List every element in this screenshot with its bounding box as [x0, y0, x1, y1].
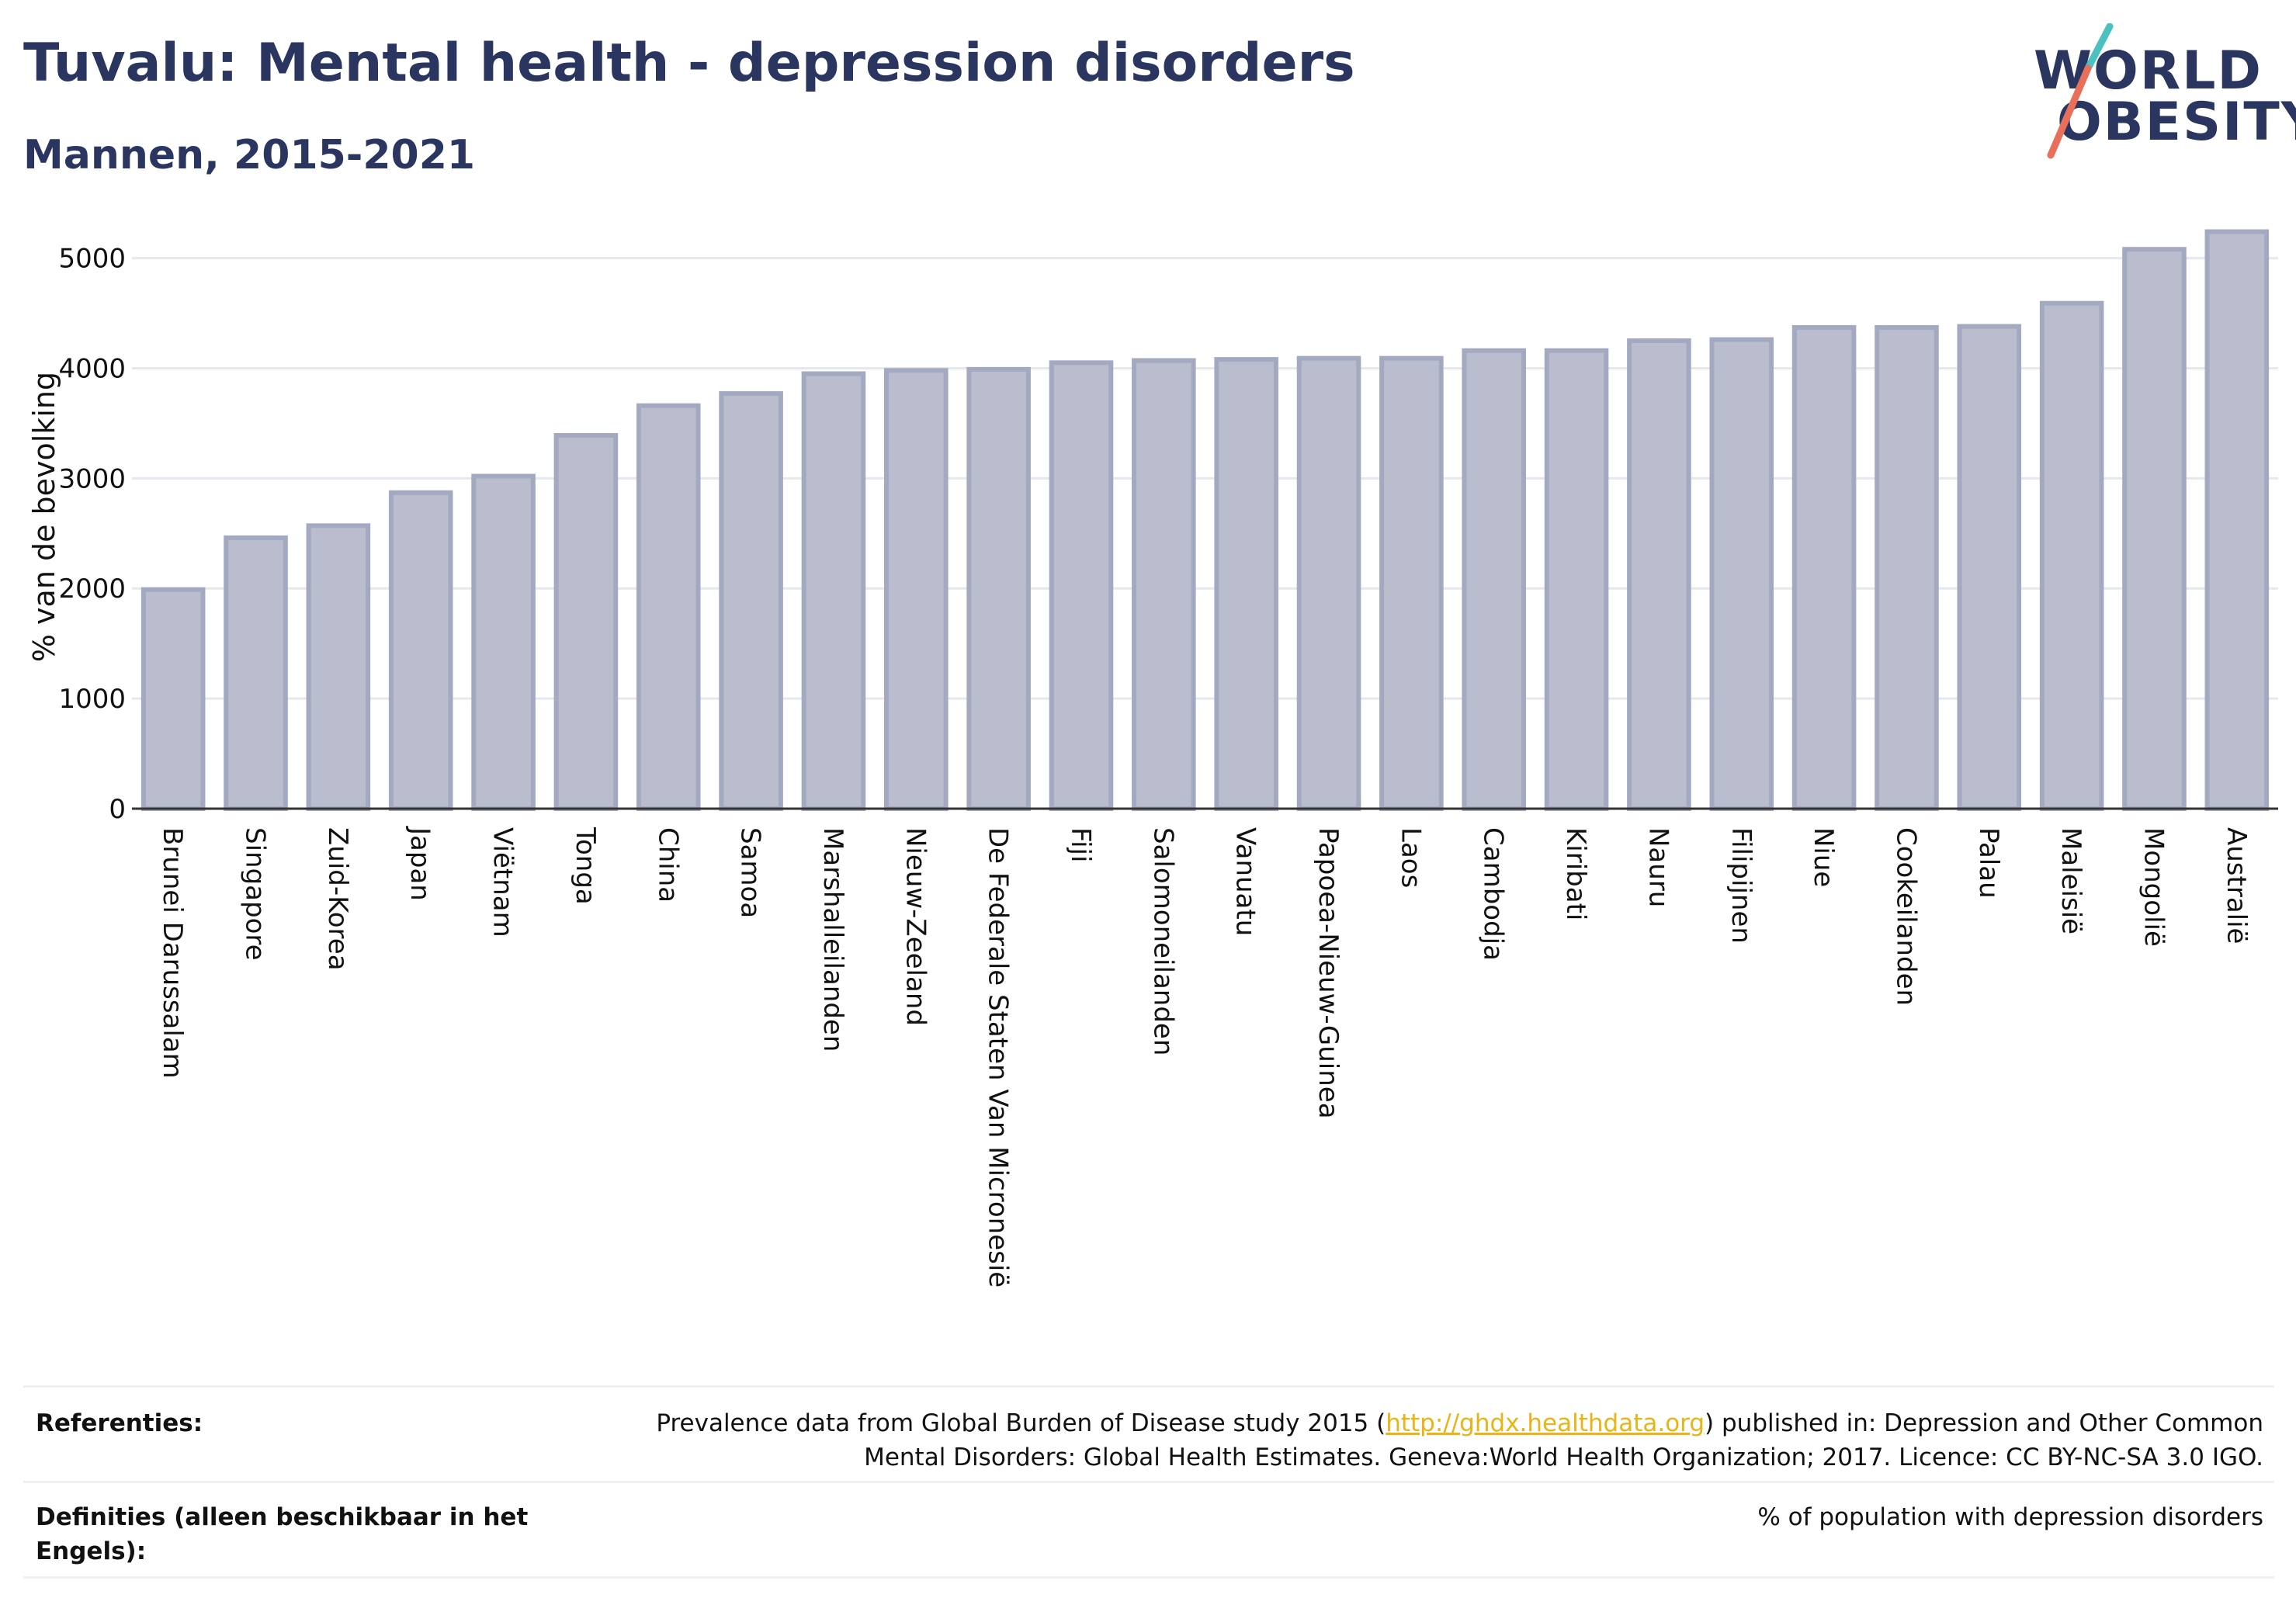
page-subtitle: Mannen, 2015-2021 [23, 132, 476, 178]
y-tick-label: 2000 [58, 574, 126, 605]
y-tick-label: 0 [109, 794, 126, 825]
x-tick-label: Marshalleilanden [817, 827, 848, 1052]
bar [1957, 324, 2022, 812]
bar [2204, 229, 2270, 812]
x-tick-label: Nauru [1642, 827, 1673, 907]
x-tick-label: Viëtnam [487, 827, 519, 938]
x-tick-label: Mongolië [2138, 827, 2169, 947]
x-tick-label: Samoa [735, 827, 766, 918]
bar [1049, 360, 1114, 811]
bar [1709, 337, 1774, 811]
references-link[interactable]: http://ghdx.healthdata.org [1386, 1409, 1705, 1437]
references-label: Referenties: [36, 1409, 203, 1437]
bar [2122, 247, 2187, 811]
x-tick-label: Vanuatu [1230, 827, 1261, 936]
definitions-text: % of population with depression disorder… [1757, 1503, 2263, 1531]
x-tick-label: Cookeilanden [1890, 827, 1921, 1006]
x-tick-label: Cambodja [1478, 827, 1509, 961]
x-tick-label: Palau [1973, 827, 2004, 899]
bar [1296, 355, 1361, 811]
bar [884, 368, 949, 811]
logo-slash-icon [2047, 23, 2114, 159]
bar [140, 587, 206, 811]
x-tick-label: Fiji [1065, 827, 1096, 862]
logo-line-1: WORLD [2034, 40, 2263, 102]
bar [1875, 324, 1939, 811]
y-tick-label: 4000 [58, 353, 126, 384]
x-tick-label: Salomoneilanden [1147, 827, 1178, 1055]
references-row: Referenties: Prevalence data from Global… [23, 1385, 2274, 1481]
references-text-part: Prevalence data from Global Burden of Di… [656, 1409, 1386, 1437]
x-tick-label: Singapore [240, 827, 271, 961]
x-tick-label: Nieuw-Zeeland [900, 827, 931, 1026]
logo-line-2: OBESITY [2057, 92, 2296, 153]
bar [471, 473, 536, 811]
x-tick-label: Kiribati [1560, 827, 1591, 920]
x-tick-label: Zuid-Korea [322, 827, 353, 971]
bar [719, 391, 783, 811]
x-tick-label: China [652, 827, 683, 903]
bar [224, 535, 288, 811]
x-tick-label: Papoea-Nieuw-Guinea [1313, 827, 1344, 1119]
bar [1132, 358, 1196, 811]
x-tick-label: Australië [2221, 827, 2252, 944]
references-table: Referenties: Prevalence data from Global… [23, 1385, 2274, 1579]
definitions-label: Definities (alleen beschikbaar in het En… [36, 1503, 529, 1565]
references-text-part: ) published in: Depression and Other Com… [1705, 1409, 2263, 1437]
x-tick-label: Tonga [570, 827, 601, 905]
x-tick-label: Maleisië [2055, 827, 2086, 934]
y-tick-label: 1000 [58, 684, 126, 715]
bar [1627, 338, 1691, 811]
bar [1214, 357, 1278, 812]
x-tick-label: Filipijnen [1725, 827, 1757, 944]
bar [801, 371, 866, 811]
references-text: Prevalence data from Global Burden of Di… [633, 1406, 2263, 1475]
x-tick-label: De Federale Staten Van Micronesië [983, 827, 1014, 1288]
bar [388, 490, 453, 811]
bar [1379, 355, 1444, 811]
bar [553, 433, 619, 811]
x-tick-label: Niue [1808, 827, 1839, 887]
x-tick-label: Japan [404, 826, 435, 901]
bar [1462, 348, 1526, 812]
bar [1791, 324, 1857, 811]
bar [2039, 300, 2104, 811]
bar-chart: 0 1000 2000 3000 4000 5000 % van de bevolking B… [27, 229, 2278, 1288]
definitions-row: Definities (alleen beschikbaar in het En… [23, 1481, 2274, 1579]
y-axis-label: % van de bevolking [27, 372, 61, 662]
page-title: Tuvalu: Mental health - depression disor… [23, 33, 1355, 94]
bar [306, 523, 371, 811]
x-tick-label: Laos [1395, 827, 1426, 888]
references-text-line2: Mental Disorders: Global Health Estimate… [864, 1444, 2263, 1471]
bar [966, 366, 1031, 811]
x-tick-label: Brunei Darussalam [157, 827, 188, 1079]
bar [1544, 348, 1609, 812]
world-obesity-logo: WORLD OBESITY [2018, 23, 2296, 163]
y-tick-label: 5000 [58, 244, 126, 275]
y-tick-label: 3000 [58, 463, 126, 494]
bar [636, 403, 701, 811]
